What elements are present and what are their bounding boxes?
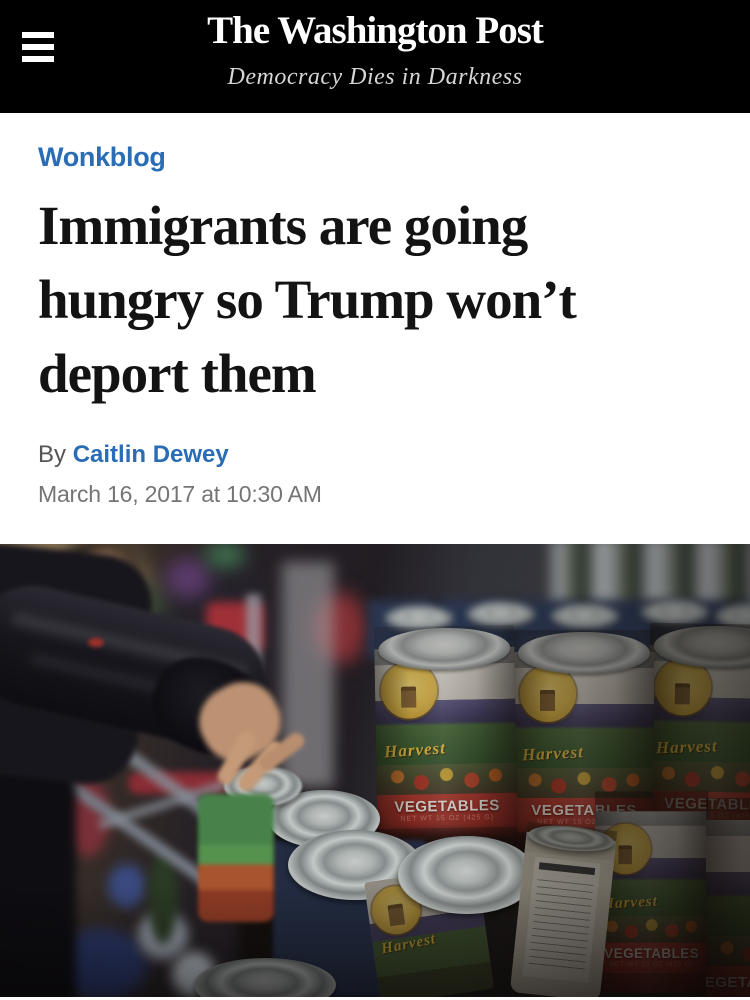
hero-photo-food-pantry: VEGETABLES NET WT 15 OZ (425 G) Harvest … bbox=[0, 544, 750, 997]
article-headline: Immigrants are going hungry so Trump won… bbox=[38, 189, 712, 411]
photo-blurred-can-lid bbox=[552, 604, 618, 628]
headline-line: hungry so Trump won’t bbox=[38, 269, 577, 330]
photo-blurred-can-lid bbox=[642, 600, 708, 624]
section-link-wonkblog[interactable]: Wonkblog bbox=[38, 142, 166, 172]
jacket-red-logo bbox=[88, 638, 104, 647]
masthead-tagline: Democracy Dies in Darkness bbox=[227, 64, 523, 90]
author-link[interactable]: Caitlin Dewey bbox=[72, 441, 229, 468]
photo-blue-item bbox=[108, 864, 146, 908]
headline-line: deport them bbox=[38, 343, 317, 404]
byline: By Caitlin Dewey bbox=[38, 441, 712, 469]
hamburger-menu-button[interactable] bbox=[22, 30, 58, 70]
masthead-logo[interactable]: The Washington Post bbox=[207, 9, 544, 52]
can-top-tilted bbox=[398, 836, 536, 914]
can-nutrition-facts bbox=[509, 821, 618, 997]
photo-blurred-can-lid bbox=[468, 602, 534, 626]
article-body: Wonkblog Immigrants are going hungry so … bbox=[0, 113, 750, 508]
grabbed-can bbox=[198, 794, 274, 922]
canned-vegetables-edge: VEGETABLES bbox=[706, 798, 750, 997]
site-header: The Washington Post Democracy Dies in Da… bbox=[0, 0, 750, 113]
hamburger-icon bbox=[22, 32, 54, 38]
canned-vegetables-left: VEGETABLES NET WT 15 OZ (425 G) Harvest bbox=[373, 624, 518, 852]
canned-vegetables-bottom-right: VEGETABLES NET WT 15 OZ (425 G) Harvest bbox=[595, 791, 709, 993]
byline-prefix: By bbox=[38, 441, 67, 468]
photo-purple-figure bbox=[165, 558, 211, 598]
publish-date: March 16, 2017 at 10:30 AM bbox=[38, 481, 322, 507]
headline-line: Immigrants are going bbox=[38, 195, 528, 256]
